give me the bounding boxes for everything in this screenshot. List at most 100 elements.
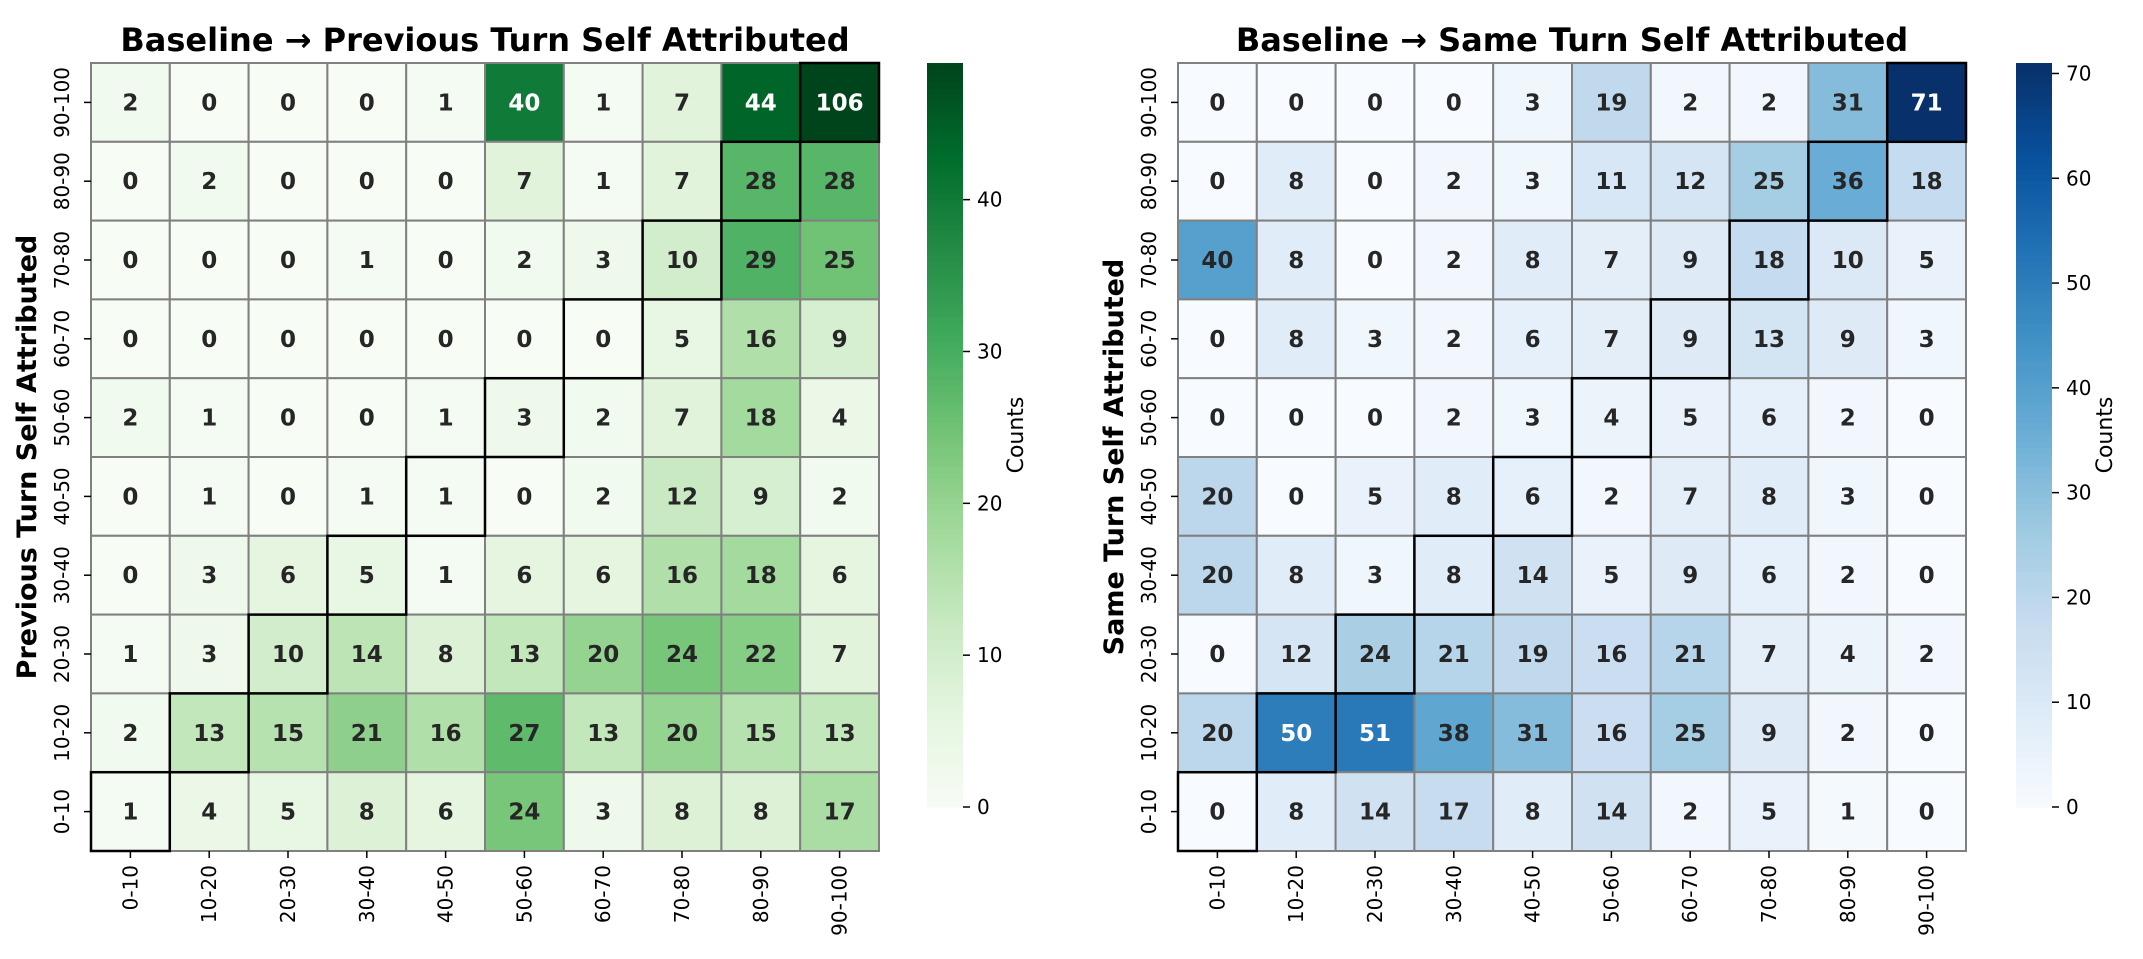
heatmap-1-colorbar-segment <box>927 441 963 448</box>
heatmap-1-y-tick-label: 70-80 <box>50 231 74 289</box>
heatmap-2-colorbar-segment <box>2016 459 2052 467</box>
heatmap-2-colorbar-segment <box>2016 540 2052 548</box>
heatmap-1-cell-value-label: 0 <box>280 327 296 353</box>
heatmap-2-x-tick-label: 50-60 <box>1599 865 1623 923</box>
heatmap-2-x-tick-label: 60-70 <box>1678 865 1702 923</box>
heatmap-2-colorbar-tick-label: 20 <box>2066 585 2091 609</box>
heatmap-2-colorbar-segment <box>2016 249 2052 256</box>
heatmap-2-colorbar-segment <box>2016 782 2052 789</box>
heatmap-1-colorbar-segment <box>927 726 963 734</box>
heatmap-2-colorbar-tick-label: 0 <box>2066 795 2079 819</box>
heatmap-2-y-tick-label: 10-20 <box>1137 704 1161 762</box>
heatmap-2-cell-value-label: 8 <box>1761 484 1777 510</box>
heatmap-1-cell-value-label: 1 <box>359 484 375 510</box>
heatmap-1-cell <box>799 298 881 380</box>
heatmap-2-cell-value-label: 21 <box>1438 642 1470 668</box>
heatmap-1-colorbar-segment <box>927 242 963 250</box>
heatmap-1-colorbar-segment <box>927 236 963 244</box>
heatmap-1-cell <box>799 140 881 222</box>
heatmap-2-cell-value-label: 50 <box>1280 721 1312 747</box>
heatmap-2-cell-value-label: 51 <box>1359 721 1391 747</box>
heatmap-1-colorbar-segment <box>927 484 963 492</box>
heatmap-1-cell-value-label: 1 <box>122 800 138 826</box>
heatmap-2-cell-value-label: 2 <box>1603 484 1619 510</box>
heatmap-1-colorbar-segment <box>927 546 963 554</box>
heatmap-1-colorbar-segment <box>927 509 963 517</box>
heatmap-2-x-tick-label: 30-40 <box>1442 865 1466 923</box>
heatmap-2-cell-value-label: 0 <box>1367 406 1383 432</box>
heatmap-2-colorbar-segment <box>2016 447 2052 455</box>
heatmap-2-colorbar-segment <box>2016 416 2052 424</box>
heatmap-2-colorbar-segment <box>2016 354 2052 362</box>
heatmap-2-cell <box>1492 298 1573 380</box>
heatmap-1-y-tick-label: 50-60 <box>50 389 74 447</box>
heatmap-1-colorbar-segment <box>927 211 963 219</box>
heatmap-2-colorbar-segment <box>2016 565 2052 572</box>
heatmap-2-cell-value-label: 25 <box>1753 169 1785 195</box>
heatmap-2-colorbar-segment <box>2016 137 2052 145</box>
heatmap-2-cell-value-label: 10 <box>1832 248 1864 274</box>
heatmap-1-colorbar-segment <box>927 627 963 634</box>
heatmap-1-colorbar-segment <box>927 63 963 70</box>
heatmap-1-title: Baseline → Previous Turn Self Attributed <box>120 21 849 59</box>
heatmap-2-cell <box>1807 219 1889 301</box>
heatmap-2-cell-value-label: 2 <box>1840 563 1856 589</box>
heatmap-2-cell-value-label: 6 <box>1761 563 1777 589</box>
heatmap-2-cell <box>1728 140 1810 222</box>
heatmap-1-colorbar-segment <box>927 125 963 132</box>
heatmap-1-colorbar-tick-label: 20 <box>977 491 1002 515</box>
heatmap-1-colorbar-segment <box>927 149 963 157</box>
heatmap-1-cell-value-label: 1 <box>595 169 611 195</box>
heatmap-1-cell <box>405 219 487 301</box>
heatmap-2-colorbar-segment <box>2016 441 2052 448</box>
heatmap-1-y-tick-label: 0-10 <box>50 789 74 834</box>
heatmap-2-cell-value-label: 5 <box>1761 800 1777 826</box>
heatmap-1-cell-value-label: 2 <box>122 90 138 116</box>
heatmap-1-cell-value-label: 2 <box>595 406 611 432</box>
heatmap-2-cell-value-label: 0 <box>1919 563 1935 589</box>
heatmap-1-colorbar-segment <box>927 565 963 572</box>
heatmap-2-y-tick-label: 30-40 <box>1137 546 1161 604</box>
heatmap-2-cell-value-label: 14 <box>1517 563 1549 589</box>
heatmap-2-colorbar-segment <box>2016 528 2052 535</box>
heatmap-1-cell-value-label: 0 <box>595 327 611 353</box>
heatmap-1-colorbar-segment <box>927 168 963 176</box>
heatmap-1-cell-value-label: 1 <box>122 642 138 668</box>
heatmap-2-cell <box>1571 298 1652 380</box>
heatmap-1-colorbar-segment <box>927 230 963 238</box>
heatmap-1-colorbar-segment <box>927 478 963 486</box>
heatmap-1-colorbar-segment <box>927 304 963 312</box>
heatmap-1-colorbar-segment <box>927 720 963 727</box>
heatmap-1-cell <box>799 534 881 616</box>
heatmap-2-colorbar-segment <box>2016 100 2052 107</box>
heatmap-1-y-tick-label: 90-100 <box>50 67 74 138</box>
heatmap-2-cell-value-label: 16 <box>1595 721 1627 747</box>
heatmap-1-colorbar-segment <box>927 249 963 256</box>
heatmap-1-colorbar-segment <box>927 218 963 225</box>
heatmap-2-cell-value-label: 2 <box>1840 406 1856 432</box>
heatmap-1-cell <box>484 613 565 695</box>
heatmap-2-colorbar-segment <box>2016 94 2052 101</box>
heatmap-2-cell <box>1728 771 1810 853</box>
heatmap-1-diagonal-outline <box>720 140 802 222</box>
heatmap-2-cell-value-label: 5 <box>1682 406 1698 432</box>
heatmap-1-cell-value-label: 0 <box>359 406 375 432</box>
heatmap-1-colorbar-segment <box>927 472 963 479</box>
heatmap-1-cell <box>168 219 250 301</box>
heatmap-2-colorbar-segment <box>2016 342 2052 349</box>
heatmap-1-cell-value-label: 25 <box>824 248 856 274</box>
heatmap-2-colorbar-segment <box>2016 645 2052 653</box>
heatmap-2-colorbar-segment <box>2016 453 2052 461</box>
heatmap-2-diagonal-outline <box>1885 61 1968 144</box>
heatmap-2-cell-value-label: 8 <box>1446 563 1462 589</box>
heatmap-1-cell-value-label: 5 <box>674 327 690 353</box>
heatmap-2-cell-value-label: 6 <box>1761 406 1777 432</box>
heatmap-2-colorbar-segment <box>2016 478 2052 486</box>
heatmap-1-cell <box>641 534 723 616</box>
heatmap-2-title: Baseline → Same Turn Self Attributed <box>1236 21 1908 59</box>
heatmap-2-cell <box>1413 298 1495 380</box>
heatmap-2-cell-value-label: 0 <box>1288 484 1304 510</box>
heatmap-2-colorbar-segment <box>2016 242 2052 250</box>
heatmap-2-x-tick-label: 70-80 <box>1757 865 1781 923</box>
